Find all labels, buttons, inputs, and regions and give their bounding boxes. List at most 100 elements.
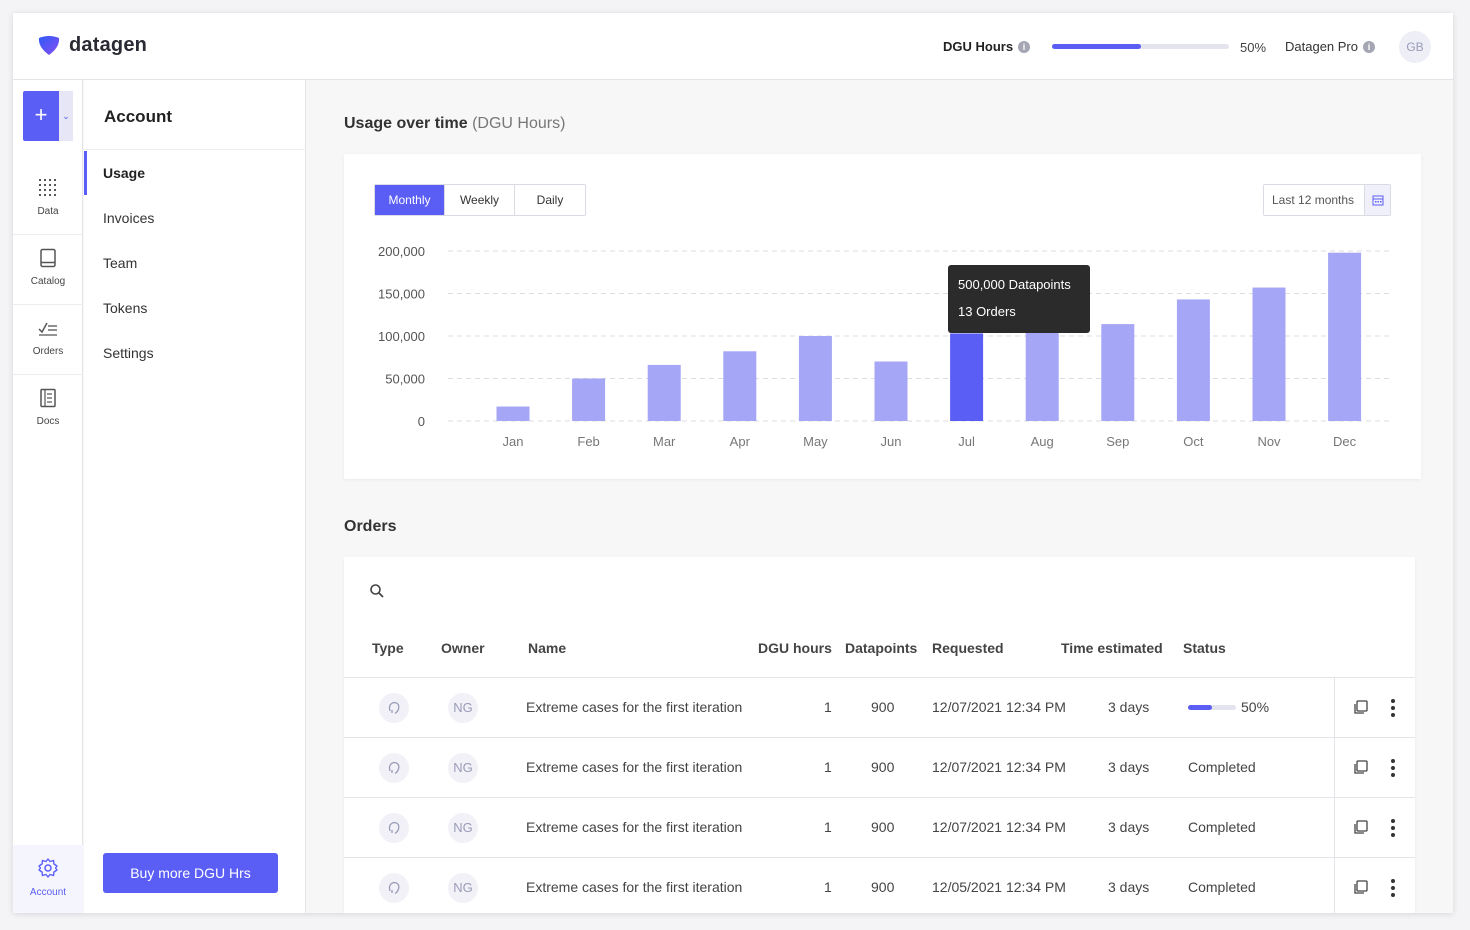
order-time-estimated: 3 days xyxy=(1108,699,1150,715)
rail-label: Data xyxy=(37,206,59,217)
subnav-item-team[interactable]: Team xyxy=(103,255,138,271)
rail-item-docs[interactable]: Docs xyxy=(13,388,83,427)
bar-aug[interactable] xyxy=(1025,330,1059,421)
more-options-icon[interactable] xyxy=(1390,759,1396,777)
more-options-icon[interactable] xyxy=(1390,819,1396,837)
order-datapoints: 900 xyxy=(871,759,895,775)
tab-daily[interactable]: Daily xyxy=(515,185,585,215)
date-range-label: Last 12 months xyxy=(1272,193,1355,207)
column-header-type[interactable]: Type xyxy=(372,640,404,656)
column-header-datapoints[interactable]: Datapoints xyxy=(845,640,918,656)
buy-more-button[interactable]: Buy more DGU Hrs xyxy=(103,853,278,893)
column-header-owner[interactable]: Owner xyxy=(441,640,485,656)
tab-weekly[interactable]: Weekly xyxy=(445,185,515,215)
info-icon[interactable]: i xyxy=(1363,40,1375,53)
x-tick-label: Feb xyxy=(577,434,599,449)
copy-icon[interactable] xyxy=(1353,700,1368,715)
tooltip-orders: 13 Orders xyxy=(958,304,1016,319)
status-text: Completed xyxy=(1188,879,1256,895)
table-row[interactable]: NG Extreme cases for the first iteration 1… xyxy=(344,797,1415,858)
table-row[interactable]: NG Extreme cases for the first iteration 1… xyxy=(344,857,1415,913)
bar-jun[interactable] xyxy=(874,361,908,422)
checklist-icon xyxy=(38,322,57,336)
owner-avatar: NG xyxy=(448,693,478,723)
column-header-dgu-hours[interactable]: DGU hours xyxy=(758,640,832,656)
x-tick-label: Jan xyxy=(503,434,524,449)
owner-avatar: NG xyxy=(448,813,478,843)
table-row[interactable]: NG Extreme cases for the first iteration 1… xyxy=(344,677,1415,738)
bar-oct[interactable] xyxy=(1176,299,1210,421)
x-tick-label: Aug xyxy=(1031,434,1054,449)
x-tick-label: May xyxy=(803,434,828,449)
x-tick-label: Dec xyxy=(1333,434,1357,449)
y-tick-label: 0 xyxy=(418,414,425,429)
row-actions xyxy=(1334,798,1415,858)
calendar-icon[interactable] xyxy=(1364,185,1390,215)
subnav-item-invoices[interactable]: Invoices xyxy=(103,210,155,226)
more-options-icon[interactable] xyxy=(1390,879,1396,897)
bar-dec[interactable] xyxy=(1328,252,1362,421)
status-progress xyxy=(1188,705,1236,710)
date-range-picker[interactable]: Last 12 months xyxy=(1263,184,1391,216)
tab-monthly[interactable]: Monthly xyxy=(375,185,445,215)
order-time-estimated: 3 days xyxy=(1108,879,1150,895)
search-icon[interactable] xyxy=(369,583,385,604)
order-datapoints: 900 xyxy=(871,699,895,715)
subnav-title: Account xyxy=(104,107,172,126)
rail-item-catalog[interactable]: Catalog xyxy=(13,248,83,287)
more-options-icon[interactable] xyxy=(1390,699,1396,717)
logo[interactable]: datagen xyxy=(37,34,147,57)
app-window: datagen DGU Hours i 50% Datagen Pro i GB… xyxy=(13,13,1453,913)
rail-item-data[interactable]: Data xyxy=(13,178,83,217)
bar-mar[interactable] xyxy=(647,364,681,421)
usage-chart-card: 0 50,000 100,000 150,000 200,000 Jan Feb Mar Apr… xyxy=(344,154,1421,479)
rail-item-orders[interactable]: Orders xyxy=(13,318,83,357)
table-row[interactable]: NG Extreme cases for the first iteration 1… xyxy=(344,737,1415,798)
copy-icon[interactable] xyxy=(1353,880,1368,895)
bar-may[interactable] xyxy=(798,336,832,421)
copy-icon[interactable] xyxy=(1353,820,1368,835)
bar-apr[interactable] xyxy=(723,351,757,421)
plus-icon[interactable]: + xyxy=(23,91,59,141)
user-avatar[interactable]: GB xyxy=(1399,31,1431,63)
row-actions xyxy=(1334,738,1415,798)
y-tick-label: 150,000 xyxy=(378,287,425,302)
plan-label[interactable]: Datagen Pro i xyxy=(1285,39,1375,54)
subnav-item-settings[interactable]: Settings xyxy=(103,345,154,361)
rail-item-account[interactable]: Account xyxy=(13,845,83,913)
copy-icon[interactable] xyxy=(1353,760,1368,775)
order-requested: 12/07/2021 12:34 PM xyxy=(932,759,1066,775)
bar-feb[interactable] xyxy=(572,378,606,422)
order-datapoints: 900 xyxy=(871,879,895,895)
column-header-status[interactable]: Status xyxy=(1183,640,1226,656)
subnav-item-tokens[interactable]: Tokens xyxy=(103,300,148,316)
column-header-time-estimated[interactable]: Time estimated xyxy=(1061,640,1163,656)
status-percent: 50% xyxy=(1241,699,1270,715)
bar-nov[interactable] xyxy=(1252,287,1286,421)
orders-title: Orders xyxy=(344,518,397,535)
info-icon[interactable]: i xyxy=(1018,40,1031,53)
order-dgu-hours: 1 xyxy=(824,819,832,835)
add-button[interactable]: + ⌄ xyxy=(23,91,73,141)
icon-rail: + ⌄ Data Catalog xyxy=(13,80,83,913)
order-dgu-hours: 1 xyxy=(824,699,832,715)
subnav-item-usage[interactable]: Usage xyxy=(84,151,306,195)
row-actions xyxy=(1334,858,1415,913)
bar-jan[interactable] xyxy=(496,406,530,421)
usage-title-text: Usage over time xyxy=(344,115,468,132)
logo-text: datagen xyxy=(69,34,148,56)
chevron-down-icon[interactable]: ⌄ xyxy=(59,91,73,141)
column-header-requested[interactable]: Requested xyxy=(932,640,1004,656)
order-requested: 12/07/2021 12:34 PM xyxy=(932,699,1066,715)
bar-jul[interactable] xyxy=(950,333,984,421)
y-tick-label: 200,000 xyxy=(378,244,425,259)
column-header-name[interactable]: Name xyxy=(528,640,567,656)
period-toggle: Monthly Weekly Daily xyxy=(374,184,586,216)
order-time-estimated: 3 days xyxy=(1108,759,1150,775)
y-tick-label: 50,000 xyxy=(385,372,425,387)
usage-title: Usage over time (DGU Hours) xyxy=(344,115,565,133)
divider xyxy=(13,374,83,375)
bar-sep[interactable] xyxy=(1101,324,1135,421)
divider xyxy=(13,234,83,235)
order-datapoints: 900 xyxy=(871,819,895,835)
